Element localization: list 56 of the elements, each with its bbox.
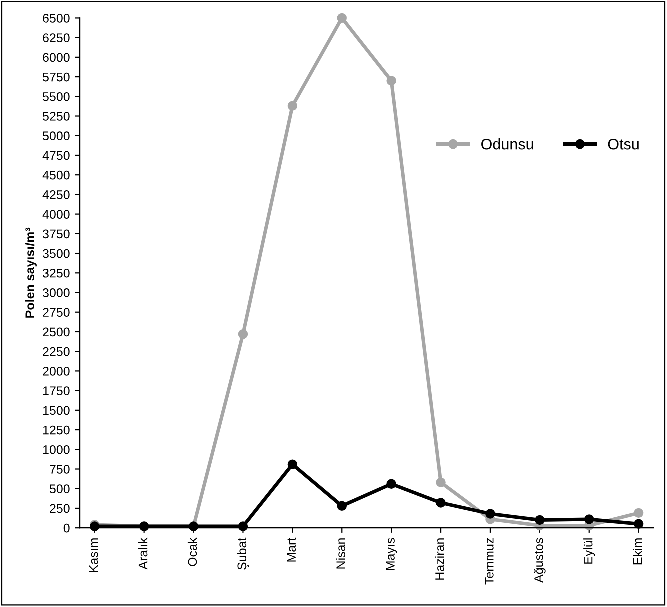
y-tick-label: 1250 (43, 426, 70, 435)
legend-label: Otsu (608, 138, 639, 150)
y-axis-title: Polen sayısı/m³ (25, 228, 37, 318)
y-tick-label: 0 (64, 524, 70, 533)
point (386, 76, 396, 86)
point (386, 479, 396, 490)
y-tick-label: 2250 (43, 347, 70, 356)
y-tick-label: 2750 (43, 308, 70, 318)
x-tick-label: Kasım (90, 538, 98, 572)
y-tick-label: 3250 (42, 268, 70, 278)
x-tick-label: Ağustos (534, 538, 546, 583)
y-tick-label: 6000 (43, 53, 70, 62)
y-tick-label: 5750 (43, 72, 70, 82)
point (288, 460, 298, 470)
y-tick-label: 6250 (43, 34, 70, 42)
y-tick-label: 500 (50, 484, 70, 494)
x-tick-label: Aralık (138, 538, 148, 570)
y-tick-label: 5250 (43, 112, 70, 121)
x-tick-label: Nisan (336, 538, 346, 569)
point (337, 501, 347, 511)
y-tick-label: 5000 (43, 132, 70, 141)
point (238, 329, 248, 340)
y-tick-label: 1750 (43, 386, 70, 396)
x-tick-label: Mayıs (386, 538, 398, 570)
y-tick-label: 750 (50, 465, 70, 474)
y-tick-label: 4000 (42, 210, 70, 219)
point (436, 478, 446, 488)
x-tick-label: Eylül (584, 538, 596, 564)
y-tick-label: 4250 (42, 190, 70, 200)
x-tick-label: Haziran (435, 538, 444, 580)
y-tick-label: 3750 (42, 230, 70, 239)
point (535, 515, 545, 526)
y-tick-label: 3500 (42, 249, 70, 258)
y-tick-label: 6500 (43, 14, 70, 23)
y-tick-label: 250 (50, 504, 70, 514)
y-tick-label: 5500 (43, 92, 70, 102)
y-tick-label: 1000 (43, 445, 70, 454)
x-tick-label: Mart (287, 538, 296, 562)
point (436, 498, 446, 508)
y-tick-label: 1500 (43, 406, 70, 416)
point (584, 514, 594, 524)
x-tick-label: Temmuz (485, 538, 494, 585)
x-tick-label: Şubat (237, 538, 250, 570)
y-tick-label: 3000 (42, 288, 70, 298)
point (288, 101, 298, 111)
legend-label: Odunsu (482, 138, 534, 150)
y-tick-label: 2000 (43, 367, 70, 376)
point (486, 509, 496, 519)
point (337, 13, 347, 24)
y-tick-label: 2500 (43, 328, 70, 337)
y-tick-label: 4500 (42, 170, 70, 180)
point (634, 519, 644, 530)
point (634, 508, 644, 518)
x-tick-label: Ekim (633, 538, 642, 565)
x-tick-label: Ocak (188, 538, 198, 566)
y-tick-label: 4750 (42, 151, 70, 160)
